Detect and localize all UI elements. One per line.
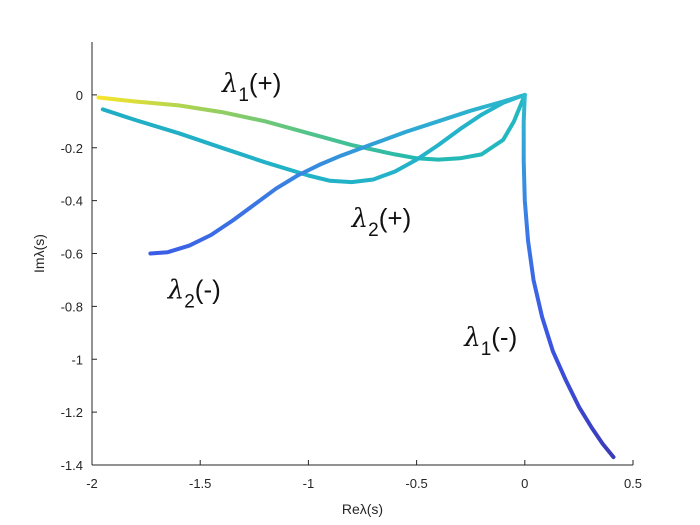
- y-tick-label: -0.8: [61, 299, 83, 314]
- annotation-subscript: 1: [481, 339, 492, 360]
- annotation-2: λ2(+): [351, 203, 412, 241]
- series-line-4: [521, 92, 616, 460]
- x-axis-label: Reλ(s): [342, 501, 383, 517]
- series-line-3: [148, 92, 527, 256]
- y-tick-label: -0.6: [61, 247, 83, 262]
- x-tick-label: -1.5: [189, 476, 211, 491]
- series-line-2: [100, 94, 523, 185]
- annotation-suffix: (-): [195, 274, 221, 304]
- annotation-symbol: λ: [463, 323, 480, 353]
- y-tick-label: -0.2: [61, 141, 83, 156]
- annotation-4: λ1(-): [463, 322, 517, 360]
- annotation-subscript: 2: [368, 220, 379, 241]
- x-ticks: -2 -1.5 -1 -0.5 0 0.5: [86, 460, 642, 491]
- x-tick-label: -1: [303, 476, 315, 491]
- annotation-suffix: (-): [491, 322, 517, 352]
- y-tick-label: -0.4: [61, 194, 83, 209]
- curves: [96, 92, 616, 460]
- series-line-1: [96, 92, 527, 162]
- annotation-symbol: λ: [351, 204, 368, 234]
- annotation-subscript: 2: [184, 291, 195, 312]
- annotation-1: λ1(+): [221, 68, 282, 106]
- annotation-subscript: 1: [238, 85, 249, 106]
- y-tick-label: -1.2: [61, 405, 83, 420]
- y-tick-label: 0: [76, 88, 83, 103]
- x-tick-label: 0: [521, 476, 528, 491]
- y-axis-label: Imλ(s): [31, 234, 47, 273]
- y-tick-label: -1.4: [61, 458, 83, 473]
- annotation-symbol: λ: [221, 69, 238, 99]
- x-tick-label: 0.5: [624, 476, 642, 491]
- x-tick-label: -2: [86, 476, 98, 491]
- annotation-3: λ2(-): [167, 274, 221, 312]
- annotation-suffix: (+): [249, 68, 282, 98]
- y-tick-label: -1: [71, 352, 83, 367]
- y-ticks: 0 -0.2 -0.4 -0.6 -0.8 -1 -1.2 -1.4: [61, 88, 97, 473]
- annotations: λ1(+)λ2(+)λ2(-)λ1(-): [167, 68, 518, 360]
- annotation-symbol: λ: [167, 275, 184, 305]
- x-tick-label: -0.5: [405, 476, 427, 491]
- annotation-suffix: (+): [379, 203, 412, 233]
